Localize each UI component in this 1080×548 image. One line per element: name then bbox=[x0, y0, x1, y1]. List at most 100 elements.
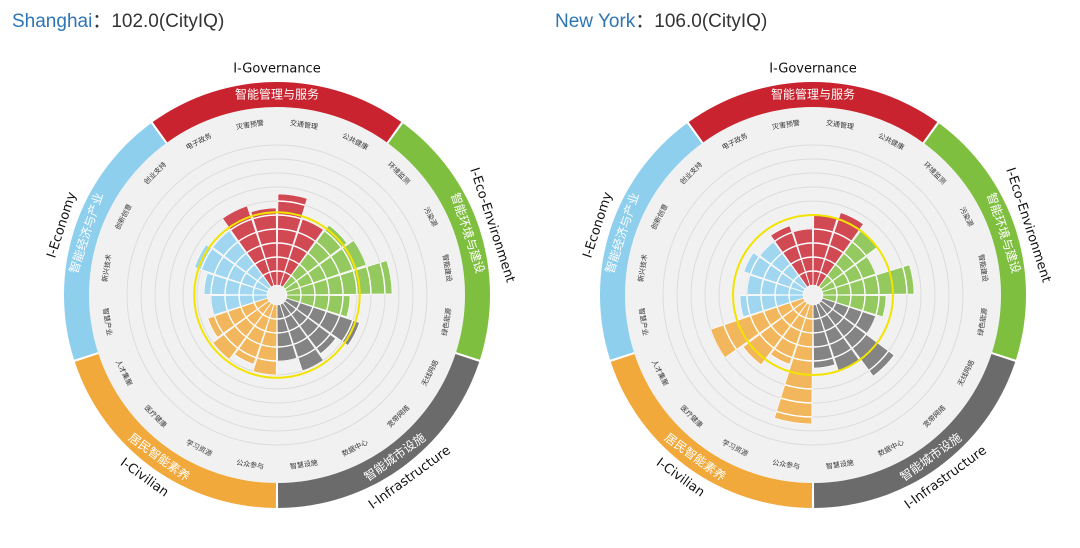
bar-ring-separator bbox=[868, 350, 890, 372]
bar-ring-separator bbox=[227, 264, 236, 279]
chart-background bbox=[89, 107, 465, 483]
bar-ring-separator bbox=[252, 214, 277, 220]
bar-ring-separator bbox=[826, 308, 833, 315]
bar-ring-separator bbox=[257, 308, 264, 315]
category-cn-label: 智能管理与服务 bbox=[235, 87, 319, 102]
bar-ring-separator bbox=[246, 336, 261, 345]
bar-ring-separator bbox=[797, 343, 813, 348]
tick-label: 灾害预警 bbox=[235, 118, 264, 131]
bar-ring-separator bbox=[379, 262, 386, 294]
bar-ring-separator bbox=[774, 295, 778, 307]
bar-ring-separator bbox=[240, 306, 247, 318]
bar-ring-separator bbox=[776, 272, 783, 284]
bar-ring-separator bbox=[835, 287, 838, 295]
bar-ring-separator bbox=[213, 256, 224, 275]
bar-ring-separator bbox=[254, 325, 266, 332]
grid-ring bbox=[224, 242, 330, 348]
bar-ring-separator bbox=[824, 258, 836, 265]
bar-ring-separator bbox=[297, 231, 316, 242]
grid-ring bbox=[676, 158, 950, 432]
bar-ring-separator bbox=[829, 245, 844, 254]
grid-ring bbox=[196, 214, 358, 376]
bar-ring-separator bbox=[295, 302, 301, 310]
bar-ring-separator bbox=[238, 283, 242, 295]
bar-ring-separator bbox=[227, 311, 236, 326]
bar-ring-separator bbox=[813, 270, 821, 273]
grid-ring bbox=[690, 172, 936, 418]
title-separator: ： bbox=[635, 11, 655, 32]
bar-ring-separator bbox=[299, 295, 302, 303]
bar-ring-separator bbox=[805, 317, 813, 320]
bar-ring-separator bbox=[831, 280, 837, 288]
bar-ring-separator bbox=[835, 295, 838, 303]
bar-ring-separator bbox=[789, 302, 795, 310]
bar-ring-separator bbox=[813, 330, 825, 334]
bar-ring-separator bbox=[210, 275, 215, 295]
bar-ring-separator bbox=[262, 313, 270, 319]
bar-ring-separator bbox=[330, 256, 341, 275]
bar-ring-separator bbox=[245, 263, 255, 273]
bar-ring-separator bbox=[339, 275, 344, 295]
bar-ring-separator bbox=[277, 214, 302, 220]
bar-ring-separator bbox=[246, 245, 261, 254]
bar-ring-separator bbox=[293, 336, 308, 345]
bar-ring-separator bbox=[813, 256, 825, 260]
bar-ring-separator bbox=[277, 317, 285, 320]
bar-ring-separator bbox=[269, 317, 277, 320]
bar-ring-separator bbox=[341, 320, 354, 342]
bar-ring-separator bbox=[330, 315, 341, 334]
category-band-i-infrastructure bbox=[813, 354, 1016, 508]
city-name: New York bbox=[555, 11, 636, 32]
bar-ring-separator bbox=[254, 258, 266, 265]
bar-ring-separator bbox=[341, 248, 354, 270]
category-band-i-civilian bbox=[610, 354, 813, 508]
bar-ring-separator bbox=[843, 252, 856, 265]
bar-ring-separator bbox=[861, 295, 866, 311]
bar-ring-separator bbox=[790, 325, 802, 332]
bar-ring-separator bbox=[277, 242, 293, 247]
bar-ring-separator bbox=[325, 279, 330, 295]
bar-ring-separator bbox=[288, 258, 300, 265]
bar-ring-separator bbox=[224, 279, 229, 295]
bar-ring-separator bbox=[801, 256, 813, 260]
bar-ring-separator bbox=[297, 348, 316, 359]
bar-ring-separator bbox=[851, 333, 867, 349]
bar-ring-separator bbox=[265, 256, 277, 260]
bar-ring-separator bbox=[848, 295, 852, 307]
bar-ring-separator bbox=[245, 317, 255, 327]
category-band-i-governance bbox=[152, 82, 402, 143]
bar-ring-separator bbox=[307, 306, 314, 318]
tick-label: 交通管理 bbox=[825, 118, 854, 131]
bar-ring-separator bbox=[299, 317, 309, 327]
bar-ring-separator bbox=[252, 287, 255, 295]
chart-background bbox=[625, 107, 1001, 483]
bar-ring-separator bbox=[763, 311, 772, 326]
bar-ring-separator bbox=[861, 279, 866, 295]
bar-ring-separator bbox=[325, 295, 330, 311]
bar-ring-separator bbox=[793, 275, 800, 282]
category-label: I-Governance bbox=[233, 62, 320, 77]
tick-label: 智慧产业 bbox=[637, 307, 650, 336]
bar-ring-separator bbox=[829, 336, 844, 345]
tick-label: 绿色能源 bbox=[976, 307, 989, 336]
bar-ring-separator bbox=[223, 241, 239, 257]
bar-ring-separator bbox=[253, 280, 259, 288]
bar-ring-separator bbox=[770, 252, 783, 265]
bar-ring-separator bbox=[813, 357, 833, 362]
bar-ring-separator bbox=[230, 218, 252, 231]
bar-ring-separator bbox=[788, 295, 791, 303]
grid-ring bbox=[140, 158, 414, 432]
bar-ring-separator bbox=[813, 343, 829, 348]
category-band-i-governance bbox=[688, 82, 938, 143]
category-band-i-civilian bbox=[74, 354, 277, 508]
bar-ring-separator bbox=[759, 333, 775, 349]
bar-ring-separator bbox=[293, 245, 308, 254]
bar-ring-separator bbox=[213, 315, 224, 334]
bar-ring-separator bbox=[299, 287, 302, 295]
tick-label: 智慧设施 bbox=[289, 458, 318, 471]
bar-ring-separator bbox=[723, 324, 737, 350]
bar-ring-separator bbox=[277, 330, 289, 334]
bar-ring-separator bbox=[307, 325, 320, 338]
bar-ring-separator bbox=[746, 295, 751, 315]
bar-ring-separator bbox=[277, 228, 297, 233]
